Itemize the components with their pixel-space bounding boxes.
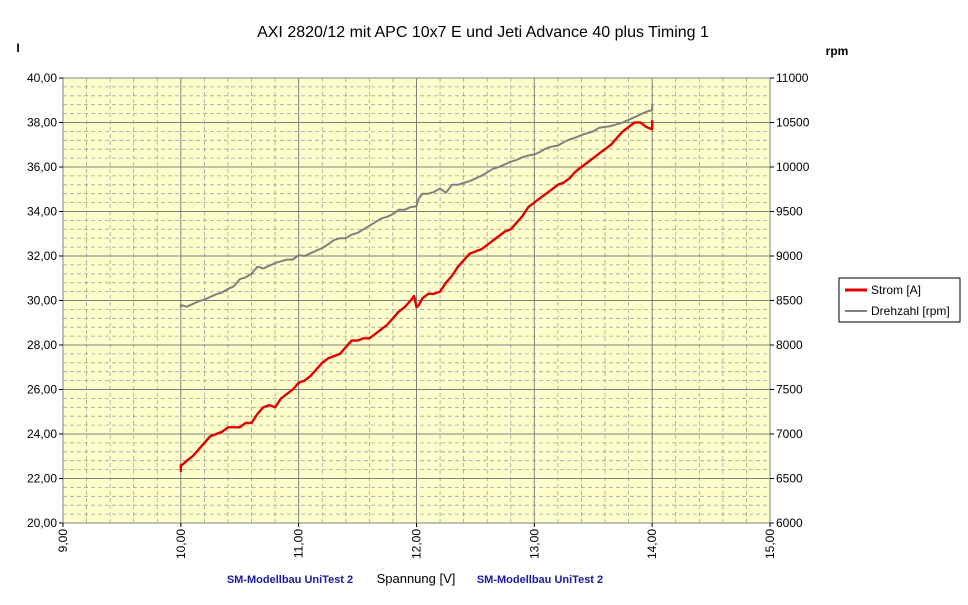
right-tick-label: 7500 [776, 383, 803, 397]
left-axis: 20,00 22,00 24,00 26,00 28,00 30,00 32,00 34,00… [27, 71, 63, 530]
right-tick-label: 8500 [776, 294, 803, 308]
legend: Strom [A] Drehzahl [rpm] [838, 277, 961, 323]
right-tick-label: 8000 [776, 338, 803, 352]
x-axis: 9,00 10,00 11,00 12,00 13,00 14,00 15,00 [56, 523, 777, 559]
legend-box [838, 277, 961, 323]
x-tick-label: 14,00 [645, 529, 659, 559]
major-gridlines [63, 78, 770, 523]
right-tick-label: 10000 [776, 160, 810, 174]
left-tick-label: 30,00 [27, 294, 57, 308]
x-tick-label: 13,00 [527, 529, 541, 559]
chart-title: AXI 2820/12 mit APC 10x7 E und Jeti Adva… [257, 24, 709, 41]
right-axis: 6000 6500 7000 7500 8000 8500 9000 9500 10000 105… [770, 71, 810, 530]
left-tick-label: 38,00 [27, 116, 57, 130]
right-tick-label: 6000 [776, 516, 803, 530]
left-tick-label: 36,00 [27, 160, 57, 174]
right-tick-label: 10500 [776, 116, 810, 130]
series-layer [179, 103, 654, 472]
x-tick-label: 10,00 [174, 529, 188, 559]
x-tick-label: 11,00 [292, 529, 306, 558]
x-tick-label: 9,00 [56, 529, 70, 553]
series-line-strom [179, 120, 654, 472]
right-axis-unit: rpm [826, 44, 849, 58]
left-tick-label: 20,00 [27, 516, 57, 530]
x-axis-title: Spannung [V] [377, 571, 456, 586]
right-tick-label: 6500 [776, 472, 803, 486]
legend-label-drehzahl: Drehzahl [rpm] [871, 304, 950, 318]
left-tick-label: 24,00 [27, 427, 57, 441]
watermark-right: SM-Modellbau UniTest 2 [477, 574, 603, 586]
left-tick-label: 34,00 [27, 205, 57, 219]
plot-area [62, 77, 771, 524]
left-tick-label: 40,00 [27, 71, 57, 85]
x-tick-label: 15,00 [763, 529, 777, 559]
left-tick-label: 32,00 [27, 249, 57, 263]
left-tick-label: 26,00 [27, 383, 57, 397]
watermark-left: SM-Modellbau UniTest 2 [227, 574, 353, 586]
left-tick-label: 22,00 [27, 472, 57, 486]
right-tick-label: 7000 [776, 427, 803, 441]
left-tick-label: 28,00 [27, 338, 57, 352]
legend-label-strom: Strom [A] [871, 283, 921, 297]
right-tick-label: 9500 [776, 205, 803, 219]
x-tick-label: 12,00 [410, 529, 424, 559]
left-axis-unit: I [16, 41, 19, 55]
right-tick-label: 9000 [776, 249, 803, 263]
series-line-drehzahl [179, 103, 654, 308]
right-tick-label: 11000 [776, 71, 809, 85]
